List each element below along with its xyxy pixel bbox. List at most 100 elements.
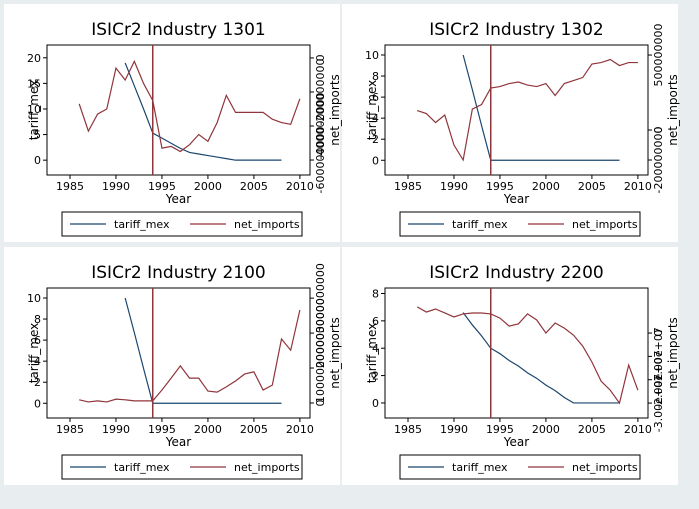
y2-tick-label: -200000000 bbox=[652, 127, 665, 194]
panel: ISICr2 Industry 2200 1985 1990 1995 2000 2005… bbox=[342, 247, 680, 485]
y-tick-label: 4 bbox=[372, 342, 379, 355]
y-tick-label: 10 bbox=[27, 103, 41, 116]
legend-label: tariff_mex bbox=[452, 461, 508, 474]
legend-label: tariff_mex bbox=[452, 218, 508, 231]
x-tick-label: 1985 bbox=[394, 180, 422, 193]
plot-area bbox=[384, 44, 649, 176]
x-tick-label: 1990 bbox=[440, 180, 468, 193]
x-tick-label: 1995 bbox=[148, 423, 176, 436]
y2-tick-label: -3.00e+07 bbox=[652, 374, 665, 432]
x-tick-label: 1990 bbox=[102, 423, 130, 436]
x-tick-label: 1985 bbox=[56, 180, 84, 193]
y-axis-title: tariff_mex bbox=[27, 80, 41, 141]
y2-tick-label: 0 bbox=[652, 330, 665, 337]
y2-axis-title: net_imports bbox=[328, 74, 342, 146]
y-tick-label: 8 bbox=[34, 313, 41, 326]
x-tick-label: 2000 bbox=[194, 180, 222, 193]
y-tick-label: 6 bbox=[372, 315, 379, 328]
y-tick-label: 8 bbox=[372, 70, 379, 83]
plot-area bbox=[46, 44, 311, 176]
y2-axis-title: net_imports bbox=[666, 74, 680, 146]
series-line bbox=[124, 297, 282, 404]
chart-title: ISICr2 Industry 2100 bbox=[91, 263, 266, 283]
y-tick-label: 6 bbox=[34, 334, 41, 347]
y2-tick-label: 2000000000 bbox=[314, 298, 327, 368]
y2-tick-label: 0 bbox=[314, 54, 327, 61]
y-tick-label: 4 bbox=[372, 112, 379, 125]
y2-tick-label: 500000000 bbox=[652, 24, 665, 87]
chart-title: ISICr2 Industry 1301 bbox=[91, 20, 266, 40]
x-tick-label: 1985 bbox=[394, 423, 422, 436]
y-axis-title: tariff_mex bbox=[27, 323, 41, 384]
x-tick-label: 1995 bbox=[148, 180, 176, 193]
legend-label: net_imports bbox=[234, 218, 300, 231]
chart-title: ISICr2 Industry 1302 bbox=[429, 20, 604, 40]
chart-title: ISICr2 Industry 2200 bbox=[429, 263, 604, 283]
y-tick-label: 2 bbox=[372, 370, 379, 383]
x-tick-label: 1995 bbox=[486, 423, 514, 436]
x-tick-label: 2010 bbox=[624, 423, 652, 436]
series-line bbox=[416, 58, 638, 162]
x-tick-label: 2005 bbox=[240, 423, 268, 436]
y-tick-label: 6 bbox=[372, 91, 379, 104]
y2-tick-label: -2.00e+07 bbox=[652, 350, 665, 408]
y2-tick-label: -600000000 bbox=[314, 127, 327, 194]
x-axis-title: Year bbox=[165, 192, 191, 206]
legend-label: net_imports bbox=[234, 461, 300, 474]
x-axis-title: Year bbox=[503, 435, 529, 449]
y-tick-label: 5 bbox=[34, 129, 41, 142]
legend-label: tariff_mex bbox=[114, 461, 170, 474]
y2-tick-label: 1000000000 bbox=[314, 333, 327, 403]
legend-label: net_imports bbox=[572, 461, 638, 474]
x-tick-label: 2010 bbox=[286, 423, 314, 436]
y-tick-label: 4 bbox=[34, 355, 41, 368]
x-axis-title: Year bbox=[165, 435, 191, 449]
plot-area bbox=[46, 287, 311, 419]
y-axis-title: tariff_mex bbox=[365, 80, 379, 141]
x-tick-label: 1985 bbox=[56, 423, 84, 436]
y-tick-label: 0 bbox=[372, 154, 379, 167]
y2-tick-label: -400000000 bbox=[314, 93, 327, 160]
y-tick-label: 10 bbox=[365, 49, 379, 62]
y-tick-label: 20 bbox=[27, 52, 41, 65]
x-tick-label: 2005 bbox=[578, 180, 606, 193]
x-tick-label: 2000 bbox=[532, 423, 560, 436]
plot-area bbox=[384, 287, 649, 419]
x-tick-label: 2005 bbox=[240, 180, 268, 193]
panel: ISICr2 Industry 2100 1985 1990 1995 2000 2005… bbox=[4, 247, 342, 485]
series-line bbox=[79, 309, 301, 403]
y-tick-label: 15 bbox=[27, 77, 41, 90]
y2-axis-title: net_imports bbox=[328, 317, 342, 389]
series-line bbox=[462, 312, 620, 404]
y-tick-label: 0 bbox=[34, 154, 41, 167]
y2-tick-label: 3000000000 bbox=[314, 263, 327, 333]
x-axis-title: Year bbox=[503, 192, 529, 206]
x-tick-label: 2010 bbox=[286, 180, 314, 193]
series-line bbox=[124, 62, 282, 161]
y2-tick-label: -1.00e+07 bbox=[652, 327, 665, 385]
legend-label: net_imports bbox=[572, 218, 638, 231]
x-tick-label: 1995 bbox=[486, 180, 514, 193]
series-line bbox=[416, 306, 639, 405]
x-tick-label: 1990 bbox=[102, 180, 130, 193]
y-tick-label: 0 bbox=[372, 397, 379, 410]
y-tick-label: 10 bbox=[27, 292, 41, 305]
y-tick-label: 2 bbox=[34, 376, 41, 389]
x-tick-label: 2000 bbox=[532, 180, 560, 193]
y2-tick-label: 0 bbox=[314, 399, 327, 406]
y-axis-title: tariff_mex bbox=[365, 323, 379, 384]
y-tick-label: 8 bbox=[372, 287, 379, 300]
y-tick-label: 2 bbox=[372, 133, 379, 146]
series-line bbox=[78, 59, 301, 153]
legend-label: tariff_mex bbox=[114, 218, 170, 231]
x-tick-label: 2005 bbox=[578, 423, 606, 436]
y2-tick-label: 0 bbox=[652, 127, 665, 134]
y-tick-label: 0 bbox=[34, 397, 41, 410]
y2-axis-title: net_imports bbox=[666, 317, 680, 389]
x-tick-label: 2000 bbox=[194, 423, 222, 436]
x-tick-label: 2010 bbox=[624, 180, 652, 193]
